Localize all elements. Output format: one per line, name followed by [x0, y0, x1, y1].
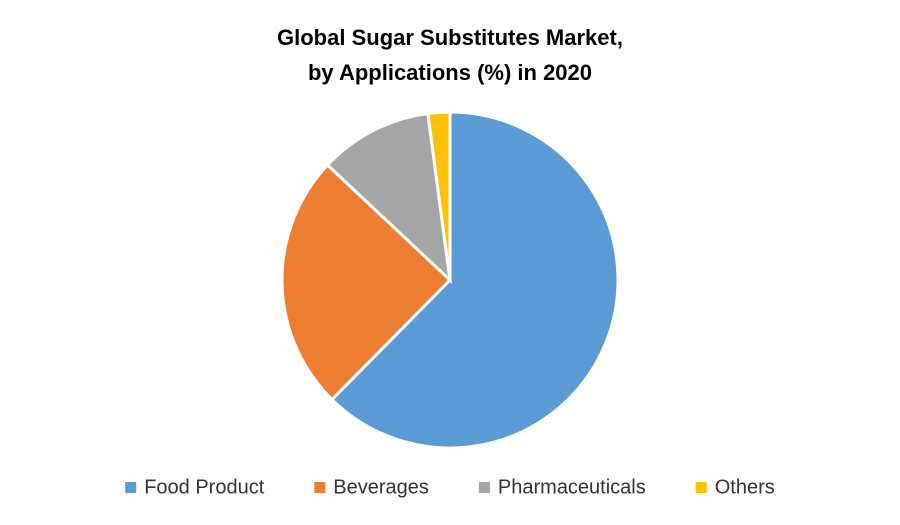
pie-slice: [426, 110, 452, 281]
legend-swatch: [478, 482, 490, 493]
legend-text: Beverages: [333, 476, 429, 498]
chart-title: Global Sugar Substitutes Market,: [277, 25, 623, 50]
legend-swatch: [125, 482, 137, 493]
pie-slice: [325, 111, 453, 284]
chart-title: by Applications (%) in 2020: [308, 60, 592, 85]
legend-text: Food Product: [144, 476, 265, 498]
legend-text: Pharmaceuticals: [498, 476, 646, 498]
legend-text: Others: [715, 476, 775, 498]
legend-swatch: [314, 482, 326, 493]
pie-slice: [280, 162, 453, 402]
legend-swatch: [695, 482, 707, 493]
pie-slice: [329, 110, 620, 450]
